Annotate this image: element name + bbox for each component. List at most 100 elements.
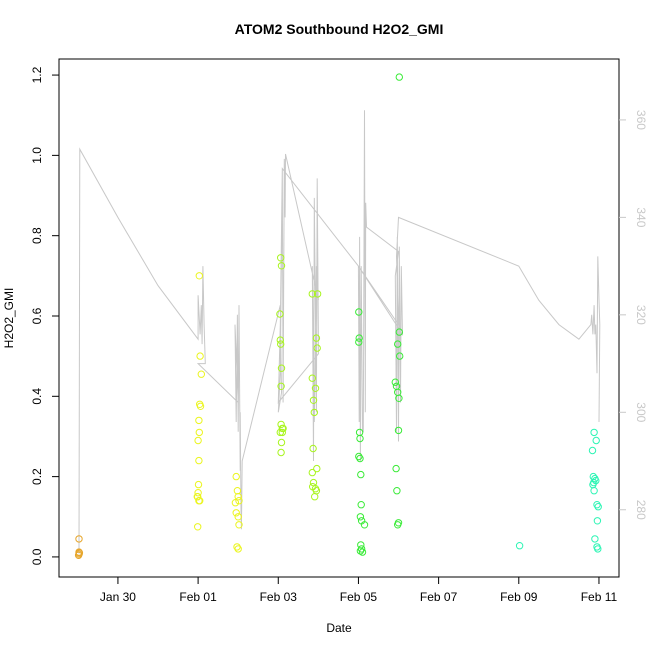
data-point [276, 310, 284, 318]
secondary-line-layer [78, 110, 601, 554]
data-point [313, 290, 322, 298]
data-point [194, 489, 202, 497]
y-tick-label: 0.6 [30, 307, 44, 324]
data-point [195, 456, 203, 465]
x-tick-label: Feb 09 [500, 590, 538, 604]
data-point [312, 334, 321, 342]
x-tick-label: Jan 30 [100, 590, 136, 604]
data-point [355, 428, 364, 437]
data-point [194, 523, 202, 531]
data-point [197, 370, 206, 378]
data-point [194, 493, 202, 501]
data-point [309, 396, 318, 404]
chart-title: ATOM2 Southbound H2O2_GMI [235, 21, 444, 37]
data-point [196, 497, 204, 505]
data-point [277, 340, 285, 348]
data-point [235, 497, 243, 505]
data-point [308, 290, 316, 298]
x-tick-label: Feb 01 [179, 590, 217, 604]
data-point [279, 424, 287, 433]
y2-axis: 280 300 320 340 360 [619, 110, 648, 520]
data-point [234, 545, 242, 553]
points-layer [74, 73, 602, 559]
data-point [515, 542, 524, 550]
y-tick-label: 0.8 [30, 227, 44, 244]
data-point [588, 446, 597, 455]
x-tick-label: Feb 11 [581, 590, 618, 604]
data-point [196, 352, 204, 360]
data-point [233, 487, 242, 495]
data-point [277, 382, 285, 390]
data-point [355, 338, 363, 346]
data-point [594, 503, 602, 511]
data-point [277, 448, 285, 457]
y2-tick-label: 340 [634, 207, 648, 227]
data-point [195, 272, 204, 280]
data-point [277, 254, 285, 262]
x-axis-label: Date [326, 621, 352, 635]
data-point [590, 428, 598, 437]
data-point [233, 543, 241, 551]
data-point [593, 517, 602, 525]
data-point [393, 487, 401, 495]
x-tick-label: Feb 05 [340, 590, 378, 604]
data-point [194, 480, 203, 489]
data-point [196, 402, 205, 410]
data-point [313, 464, 321, 473]
data-point [235, 521, 243, 529]
data-point [395, 73, 403, 81]
data-point [395, 328, 403, 336]
y-tick-label: 0.0 [30, 548, 44, 565]
data-point [591, 535, 599, 543]
x-tick-label: Feb 07 [420, 590, 458, 604]
data-point [391, 378, 399, 386]
secondary-series-line [78, 110, 601, 554]
data-point [593, 501, 601, 509]
data-point [594, 545, 602, 553]
y2-tick-label: 320 [634, 305, 648, 325]
data-point [356, 454, 364, 463]
data-point [234, 513, 242, 521]
data-point [356, 513, 365, 521]
data-point [590, 487, 598, 495]
data-point [232, 472, 240, 481]
data-point [195, 428, 204, 437]
data-point [355, 452, 363, 461]
data-point [234, 493, 242, 501]
y2-tick-label: 280 [634, 500, 648, 520]
data-point [592, 436, 600, 445]
data-point [278, 428, 286, 437]
data-point [313, 344, 321, 352]
y-tick-label: 1.2 [30, 66, 44, 83]
data-point [231, 499, 240, 507]
data-point [356, 434, 364, 443]
data-point [194, 436, 202, 445]
data-point [308, 468, 316, 477]
plot-frame [58, 58, 620, 578]
data-point [396, 352, 404, 360]
y2-tick-label: 360 [634, 110, 648, 130]
data-point [311, 384, 320, 392]
data-point [308, 374, 316, 382]
data-point [395, 394, 403, 402]
data-point [360, 521, 369, 529]
data-point [312, 487, 321, 495]
data-point [394, 521, 402, 529]
data-point [277, 364, 286, 372]
data-point [355, 334, 363, 342]
y-tick-label: 0.4 [30, 388, 44, 405]
x-tick-label: Feb 03 [260, 590, 298, 604]
data-point [392, 464, 400, 473]
data-point [309, 444, 317, 453]
y-tick-label: 0.2 [30, 468, 44, 485]
x-axis: Jan 30 Feb 01 Feb 03 Feb 05 Feb 07 Feb 09 Feb … [100, 576, 618, 604]
data-point [358, 548, 367, 556]
data-point [394, 340, 402, 348]
data-point [277, 438, 286, 447]
data-point [357, 501, 365, 509]
data-point [195, 416, 203, 425]
data-point [232, 509, 240, 517]
data-point [74, 551, 83, 559]
data-point [277, 420, 285, 429]
